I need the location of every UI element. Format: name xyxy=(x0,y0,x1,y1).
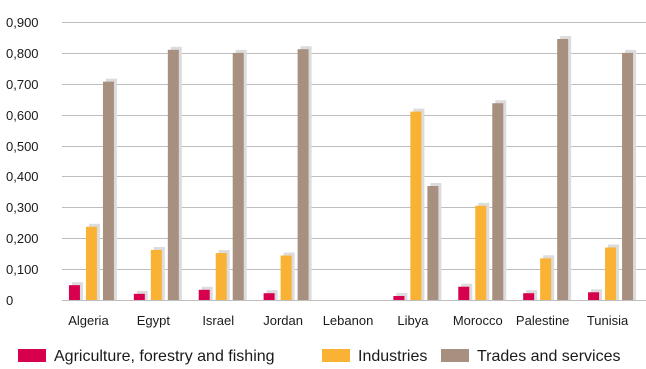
bars xyxy=(68,35,637,301)
legend-label: Agriculture, forestry and fishing xyxy=(54,348,275,365)
gridlines xyxy=(62,22,646,301)
legend-label: Trades and services xyxy=(477,348,620,365)
bar-egypt-series-2 xyxy=(150,249,162,300)
x-category-label: Morocco xyxy=(453,313,503,328)
bar-tunisia-series-1 xyxy=(588,292,600,300)
y-tick-label: 0,500 xyxy=(6,139,39,154)
y-tick-label: 0,700 xyxy=(6,77,39,92)
bar-morocco-series-1 xyxy=(458,286,470,300)
legend-label: Industries xyxy=(358,348,427,365)
bar-algeria-series-1 xyxy=(68,285,80,300)
legend-swatch xyxy=(18,349,46,362)
y-tick-label: 0,800 xyxy=(6,46,39,61)
bar-jordan-series-2 xyxy=(280,255,292,300)
bar-israel-series-1 xyxy=(198,289,210,300)
bar-libya-series-1 xyxy=(393,295,405,300)
y-tick-label: 0,300 xyxy=(6,200,39,215)
bar-tunisia-series-2 xyxy=(605,247,617,300)
y-tick-label: 0,200 xyxy=(6,231,39,246)
bar-morocco-series-3 xyxy=(492,103,504,300)
bar-israel-series-3 xyxy=(232,52,244,301)
x-category-label: Jordan xyxy=(263,313,303,328)
bar-egypt-series-3 xyxy=(167,49,179,300)
bar-palestine-series-3 xyxy=(557,38,569,300)
y-tick-label: 0,600 xyxy=(6,108,39,123)
bar-jordan-series-1 xyxy=(263,293,275,300)
x-category-label: Israel xyxy=(202,313,234,328)
y-tick-label: 0,100 xyxy=(6,262,39,277)
legend: Agriculture, forestry and fishing Industr… xyxy=(18,348,620,365)
bar-morocco-series-2 xyxy=(475,205,487,300)
x-category-label: Egypt xyxy=(137,313,171,328)
y-axis-tick-labels: 0,900 0,800 0,700 0,600 0,500 0,400 0,300 0,200… xyxy=(6,15,39,308)
x-category-label: Libya xyxy=(397,313,429,328)
bar-algeria-series-3 xyxy=(102,81,114,300)
x-category-label: Algeria xyxy=(68,313,109,328)
x-category-label: Lebanon xyxy=(323,313,374,328)
y-tick-label: 0,400 xyxy=(6,169,39,184)
y-tick-label: 0 xyxy=(6,293,13,308)
y-tick-label: 0,900 xyxy=(6,15,39,30)
legend-swatch xyxy=(441,349,469,362)
bar-jordan-series-3 xyxy=(297,49,309,300)
bar-libya-series-3 xyxy=(427,186,439,300)
x-axis-category-labels: Algeria Egypt Israel Jordan Lebanon Libya Moro… xyxy=(68,313,629,328)
bar-libya-series-2 xyxy=(410,111,422,300)
x-category-label: Palestine xyxy=(516,313,569,328)
bar-palestine-series-2 xyxy=(540,258,552,300)
bar-israel-series-2 xyxy=(215,253,227,300)
bar-egypt-series-1 xyxy=(133,293,145,300)
legend-swatch xyxy=(322,349,350,362)
x-category-label: Tunisia xyxy=(587,313,629,328)
bar-palestine-series-1 xyxy=(523,293,535,300)
bar-tunisia-series-3 xyxy=(622,52,634,301)
bar-algeria-series-2 xyxy=(85,226,97,300)
